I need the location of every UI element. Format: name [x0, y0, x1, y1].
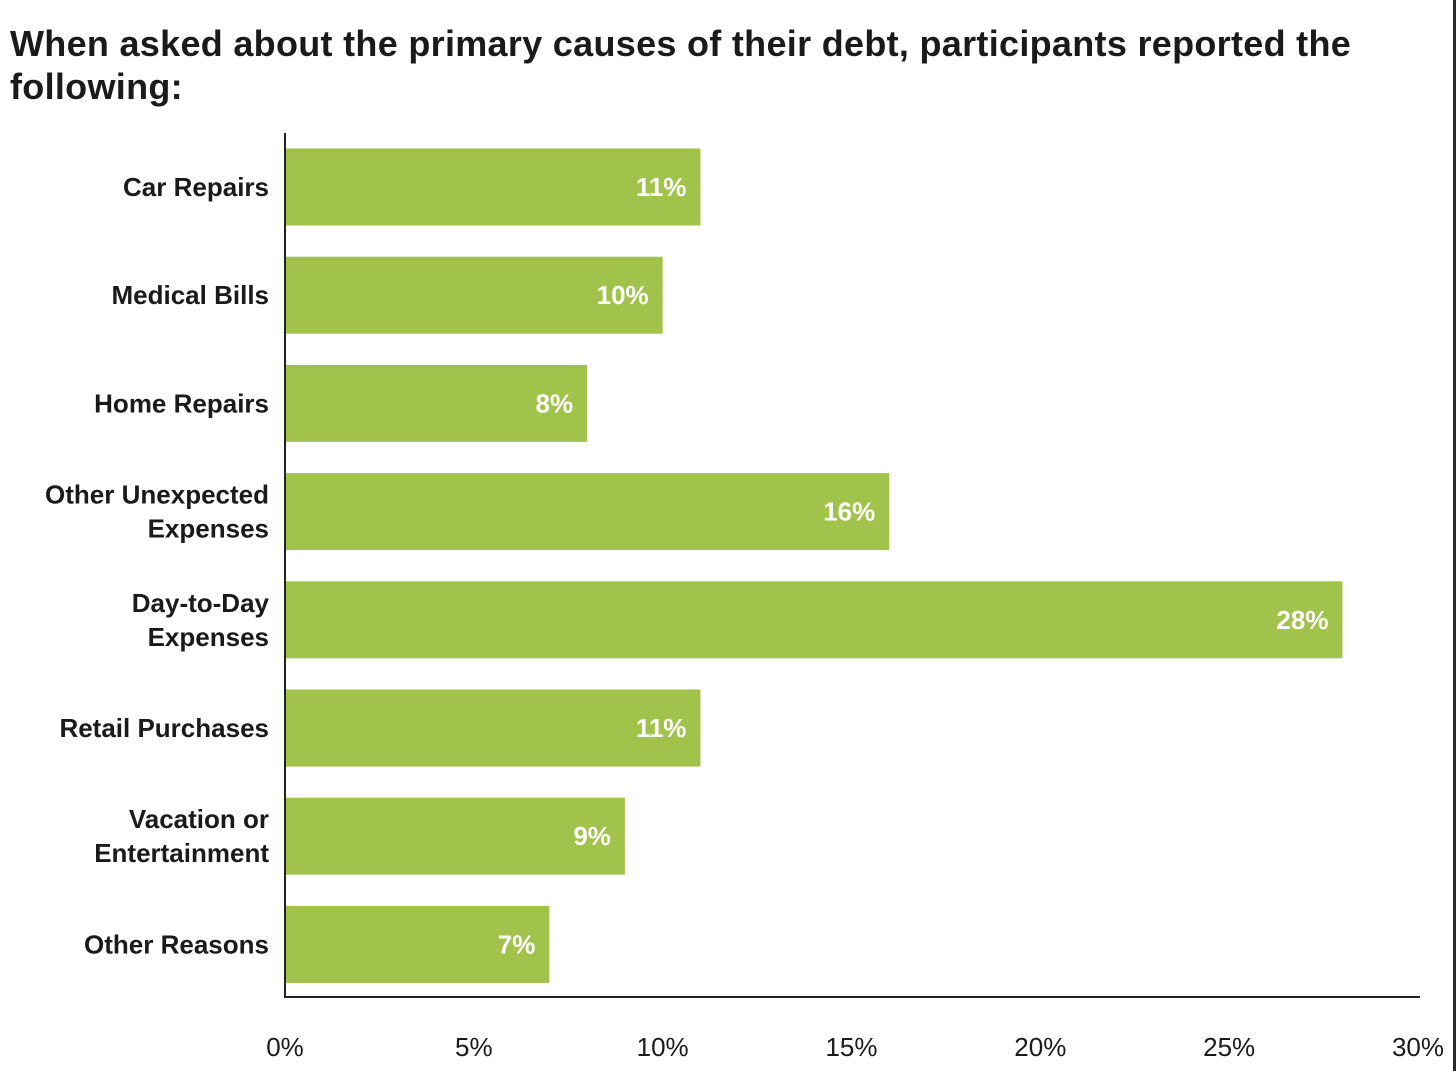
category-label-4-line-1: Expenses	[148, 622, 269, 652]
category-label-6-line-0: Vacation or	[129, 804, 269, 834]
bar-value-label-4: 28%	[1276, 605, 1328, 635]
bar-3	[285, 473, 890, 551]
category-label-1-line-0: Medical Bills	[112, 280, 270, 310]
category-label-3-line-0: Other Unexpected	[45, 480, 269, 510]
bar-0	[285, 148, 701, 226]
category-label-2: Home Repairs	[94, 388, 269, 418]
category-label-0: Car Repairs	[123, 172, 269, 202]
category-label-2-line-0: Home Repairs	[94, 388, 269, 418]
category-label-1: Medical Bills	[112, 280, 270, 310]
x-tick-label-4: 20%	[1014, 1032, 1066, 1062]
bar-7	[285, 905, 550, 983]
x-tick-label-6: 30%	[1392, 1032, 1444, 1062]
x-tick-label-2: 10%	[637, 1032, 689, 1062]
chart-title: When asked about the primary causes of t…	[10, 23, 1352, 107]
right-border	[1453, 0, 1456, 1071]
bar-4	[285, 581, 1343, 659]
category-label-6-line-1: Entertainment	[94, 838, 269, 868]
bar-1	[285, 256, 663, 334]
bar-value-label-5: 11%	[636, 713, 687, 743]
x-tick-label-0: 0%	[266, 1032, 304, 1062]
x-tick-label-3: 15%	[825, 1032, 877, 1062]
bar-value-label-1: 10%	[597, 280, 649, 310]
category-label-3: Other Unexpected Expenses	[45, 480, 269, 544]
category-label-5: Retail Purchases	[59, 713, 269, 743]
bar-value-label-2: 8%	[536, 388, 574, 418]
category-label-7-line-0: Other Reasons	[84, 929, 269, 959]
bar-value-label-6: 9%	[573, 821, 611, 851]
category-label-0-line-0: Car Repairs	[123, 172, 269, 202]
bar-5	[285, 689, 701, 767]
category-label-4-line-0: Day-to-Day	[132, 588, 270, 618]
category-label-6: Vacation or Entertainment	[94, 804, 269, 868]
category-label-5-line-0: Retail Purchases	[59, 713, 269, 743]
x-tick-label-5: 25%	[1203, 1032, 1255, 1062]
bar-value-label-7: 7%	[498, 929, 536, 959]
bar-2	[285, 364, 588, 442]
bar-value-label-3: 16%	[823, 497, 875, 527]
bar-value-label-0: 11%	[636, 172, 687, 202]
bar-6	[285, 797, 625, 875]
category-label-4: Day-to-Day Expenses	[132, 588, 270, 652]
category-label-3-line-1: Expenses	[148, 514, 269, 544]
category-label-7: Other Reasons	[84, 929, 269, 959]
x-tick-label-1: 5%	[455, 1032, 493, 1062]
